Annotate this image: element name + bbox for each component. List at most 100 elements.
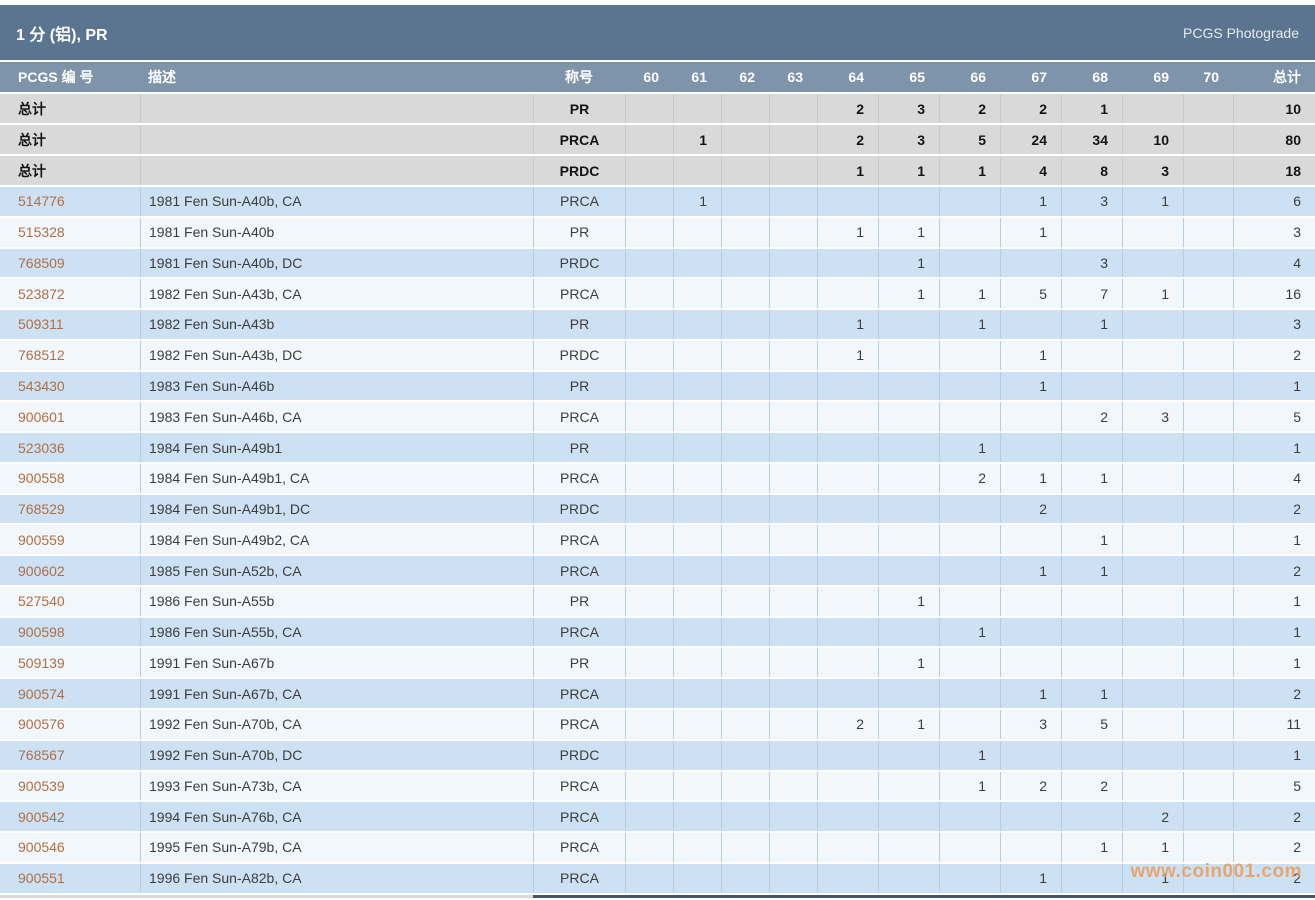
grade-count: 1 <box>878 217 939 247</box>
grade-count <box>769 248 817 278</box>
grade-count <box>1000 586 1061 616</box>
grade-count <box>878 863 939 893</box>
grade-count <box>721 248 769 278</box>
col-header-grade-62[interactable]: 62 <box>739 69 755 85</box>
col-header-grade-63[interactable]: 63 <box>787 69 803 85</box>
grade-count <box>625 586 673 616</box>
pcgs-number-link[interactable]: 900601 <box>18 408 65 425</box>
table-row: 768509 1981 Fen Sun-A40b, DC PRDC 1 3 4 <box>0 248 1315 280</box>
grade-count <box>1122 310 1183 339</box>
grade-count <box>1183 556 1233 585</box>
summary-grade-count: 3 <box>878 125 939 154</box>
pcgs-number-link[interactable]: 900539 <box>18 777 65 794</box>
grade-count <box>1183 340 1233 370</box>
grade-count <box>625 217 673 247</box>
summary-grade-count <box>625 94 673 123</box>
pcgs-number-link[interactable]: 509311 <box>18 316 64 333</box>
grade-count <box>817 402 878 432</box>
table-row: 900542 1994 Fen Sun-A76b, CA PRCA 2 2 <box>0 802 1315 834</box>
row-total: 5 <box>1233 402 1315 432</box>
grade-count <box>721 556 769 585</box>
pcgs-number-link[interactable]: 900542 <box>18 808 65 825</box>
pcgs-number-link[interactable]: 514776 <box>18 193 65 210</box>
col-header-grade-61[interactable]: 61 <box>691 69 707 85</box>
grade-count: 1 <box>939 433 1000 462</box>
grade-count <box>673 248 721 278</box>
row-total: 2 <box>1233 340 1315 370</box>
grade-count <box>625 248 673 278</box>
col-header-grade-66[interactable]: 66 <box>970 69 986 85</box>
grade-count <box>625 187 673 216</box>
summary-row-prca: 总计 PRCA 1 2 3 5 24 34 10 80 <box>0 125 1315 156</box>
bottom-strip <box>0 894 1315 898</box>
pcgs-number-link[interactable]: 768529 <box>18 501 65 518</box>
pcgs-number-link[interactable]: 900546 <box>18 839 65 856</box>
pcgs-number-link[interactable]: 900551 <box>18 870 65 887</box>
coin-description: 1983 Fen Sun-A46b, CA <box>140 402 533 432</box>
grade-count <box>1122 586 1183 616</box>
col-header-designation[interactable]: 称号 <box>565 69 593 85</box>
pcgs-number-link[interactable]: 515328 <box>18 224 65 241</box>
grade-count: 1 <box>939 279 1000 309</box>
grade-count: 1 <box>1000 371 1061 401</box>
grade-count <box>673 740 721 770</box>
grade-count: 1 <box>1061 463 1122 493</box>
col-header-grade-68[interactable]: 68 <box>1092 69 1108 85</box>
summary-description-cell <box>140 94 533 123</box>
pcgs-number-link[interactable]: 900576 <box>18 716 65 733</box>
pcgs-number-link[interactable]: 900559 <box>18 531 65 548</box>
col-header-total[interactable]: 总计 <box>1273 69 1301 85</box>
grade-count: 2 <box>1000 771 1061 801</box>
grade-count: 7 <box>1061 279 1122 309</box>
grade-count <box>1061 740 1122 770</box>
pcgs-number-link[interactable]: 768512 <box>18 347 65 364</box>
grade-count <box>769 679 817 709</box>
pcgs-number-link[interactable]: 768567 <box>18 747 65 764</box>
pcgs-number-link[interactable]: 509139 <box>18 654 65 671</box>
grade-count <box>878 340 939 370</box>
pcgs-number-link[interactable]: 523036 <box>18 439 65 456</box>
grade-count: 1 <box>1000 679 1061 709</box>
pcgs-number-link[interactable]: 900558 <box>18 470 65 487</box>
pcgs-number-link[interactable]: 900602 <box>18 562 65 579</box>
col-header-grade-69[interactable]: 69 <box>1153 69 1169 85</box>
grade-count <box>625 494 673 524</box>
grade-count <box>817 740 878 770</box>
grade-count: 2 <box>1061 771 1122 801</box>
col-header-description[interactable]: 描述 <box>148 69 176 85</box>
grade-count <box>721 710 769 739</box>
col-header-grade-70[interactable]: 70 <box>1203 69 1219 85</box>
pcgs-number-link[interactable]: 900598 <box>18 624 65 641</box>
coin-description: 1986 Fen Sun-A55b, CA <box>140 617 533 647</box>
col-header-grade-67[interactable]: 67 <box>1031 69 1047 85</box>
grade-count <box>817 802 878 832</box>
col-header-grade-64[interactable]: 64 <box>848 69 864 85</box>
grade-count <box>673 402 721 432</box>
pcgs-number-link[interactable]: 527540 <box>18 593 65 610</box>
summary-grade-count: 10 <box>1122 125 1183 154</box>
grade-count: 1 <box>1061 679 1122 709</box>
designation-value: PRCA <box>533 617 625 647</box>
pcgs-number-link[interactable]: 768509 <box>18 254 65 271</box>
grade-count <box>817 617 878 647</box>
col-header-pcgs-number[interactable]: PCGS 编 号 <box>18 69 94 85</box>
bottom-strip-right <box>533 894 1315 898</box>
pcgs-number-link[interactable]: 543430 <box>18 377 65 394</box>
pcgs-number-link[interactable]: 900574 <box>18 685 65 702</box>
summary-row-prdc: 总计 PRDC 1 1 1 4 8 3 18 <box>0 156 1315 187</box>
designation-value: PR <box>533 217 625 247</box>
grade-count <box>878 556 939 585</box>
grade-count <box>817 371 878 401</box>
grade-count: 1 <box>878 648 939 678</box>
summary-grade-count <box>769 94 817 123</box>
summary-grade-count: 3 <box>1122 156 1183 185</box>
photograde-link[interactable]: PCGS Photograde <box>1183 24 1299 41</box>
col-header-grade-65[interactable]: 65 <box>909 69 925 85</box>
pcgs-number-link[interactable]: 523872 <box>18 285 65 302</box>
grade-count: 1 <box>1000 863 1061 893</box>
grade-count <box>721 802 769 832</box>
row-total: 16 <box>1233 279 1315 309</box>
grade-count <box>1061 433 1122 462</box>
col-header-grade-60[interactable]: 60 <box>643 69 659 85</box>
grade-count <box>625 463 673 493</box>
